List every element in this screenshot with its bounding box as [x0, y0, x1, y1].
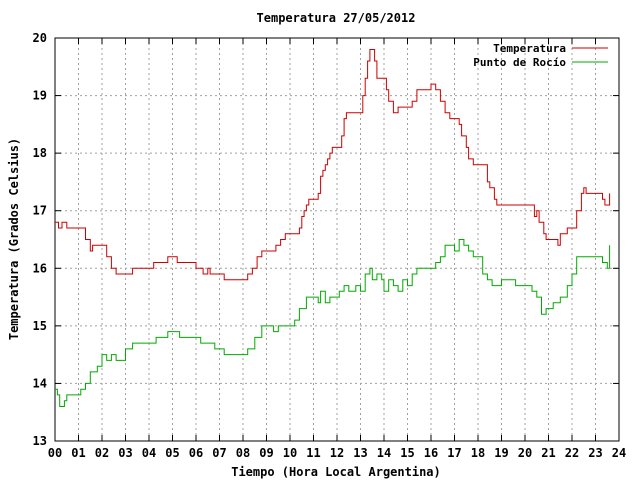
- x-tick-label: 00: [48, 446, 62, 460]
- x-tick-label: 22: [565, 446, 579, 460]
- x-tick-label: 07: [212, 446, 226, 460]
- x-tick-label: 11: [306, 446, 320, 460]
- y-tick-label: 13: [33, 434, 47, 448]
- x-tick-label: 08: [236, 446, 250, 460]
- axis-ticks: 00 01 02 03 04 05 06 07 08 09 10 11 12 13 14 15 16 17 18 19…: [33, 31, 627, 460]
- x-tick-label: 04: [142, 446, 156, 460]
- x-tick-label: 12: [330, 446, 344, 460]
- y-tick-label: 16: [33, 261, 47, 275]
- chart-title: Temperatura 27/05/2012: [257, 11, 416, 25]
- x-tick-label: 17: [447, 446, 461, 460]
- x-tick-label: 18: [471, 446, 485, 460]
- x-tick-label: 13: [353, 446, 367, 460]
- x-tick-label: 01: [71, 446, 85, 460]
- y-axis-label: Temperatura (Grados Celsius): [7, 138, 21, 340]
- series-line-punto-de-rocio: [55, 239, 611, 407]
- legend-label: Punto de Rocío: [473, 56, 566, 69]
- x-tick-label: 19: [494, 446, 508, 460]
- x-tick-label: 16: [424, 446, 438, 460]
- y-tick-label: 15: [33, 319, 47, 333]
- x-tick-label: 14: [377, 446, 391, 460]
- x-tick-label: 15: [400, 446, 414, 460]
- x-tick-label: 21: [541, 446, 555, 460]
- y-tick-label: 19: [33, 89, 47, 103]
- series-group: [55, 49, 611, 407]
- x-tick-label: 24: [612, 446, 626, 460]
- x-tick-label: 06: [189, 446, 203, 460]
- x-tick-label: 23: [588, 446, 602, 460]
- x-tick-label: 10: [283, 446, 297, 460]
- x-axis-label: Tiempo (Hora Local Argentina): [231, 465, 441, 479]
- y-tick-label: 20: [33, 31, 47, 45]
- x-tick-label: 03: [118, 446, 132, 460]
- grid-lines: [55, 38, 619, 441]
- legend-label: Temperatura: [493, 42, 566, 55]
- y-tick-label: 17: [33, 204, 47, 218]
- series-line-temperatura: [55, 49, 611, 281]
- y-tick-label: 14: [33, 376, 47, 390]
- x-tick-label: 09: [259, 446, 273, 460]
- x-tick-label: 02: [95, 446, 109, 460]
- x-tick-label: 20: [518, 446, 532, 460]
- y-tick-label: 18: [33, 146, 47, 160]
- x-tick-label: 05: [165, 446, 179, 460]
